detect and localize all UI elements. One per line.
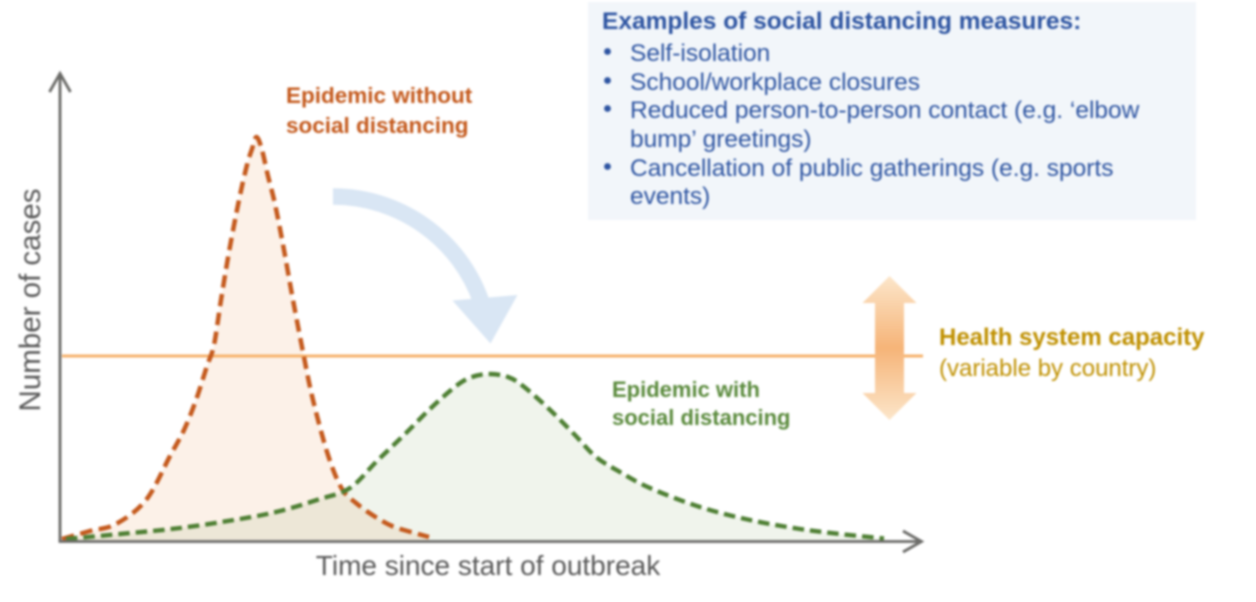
- svg-text:Cancellation of public gatheri: Cancellation of public gatherings (e.g. …: [630, 155, 1113, 182]
- svg-text:events): events): [630, 183, 710, 210]
- svg-text:School/workplace closures: School/workplace closures: [630, 69, 920, 96]
- svg-text:Self-isolation: Self-isolation: [630, 40, 770, 67]
- svg-text:(variable by country): (variable by country): [939, 355, 1156, 382]
- svg-text:social distancing: social distancing: [286, 113, 469, 138]
- svg-text:Epidemic without: Epidemic without: [286, 83, 473, 108]
- svg-text:Health system capacity: Health system capacity: [939, 324, 1205, 351]
- svg-text:Number of cases: Number of cases: [14, 189, 47, 412]
- svg-text:Epidemic with: Epidemic with: [612, 377, 760, 402]
- svg-text:Reduced person-to-person conta: Reduced person-to-person contact (e.g. ‘…: [630, 97, 1140, 124]
- svg-text:bump’ greetings): bump’ greetings): [630, 126, 812, 153]
- svg-text:Time since start of outbreak: Time since start of outbreak: [316, 550, 661, 581]
- svg-text:Examples of social distancing: Examples of social distancing measures:: [602, 8, 1081, 35]
- svg-text:social distancing: social distancing: [612, 405, 791, 430]
